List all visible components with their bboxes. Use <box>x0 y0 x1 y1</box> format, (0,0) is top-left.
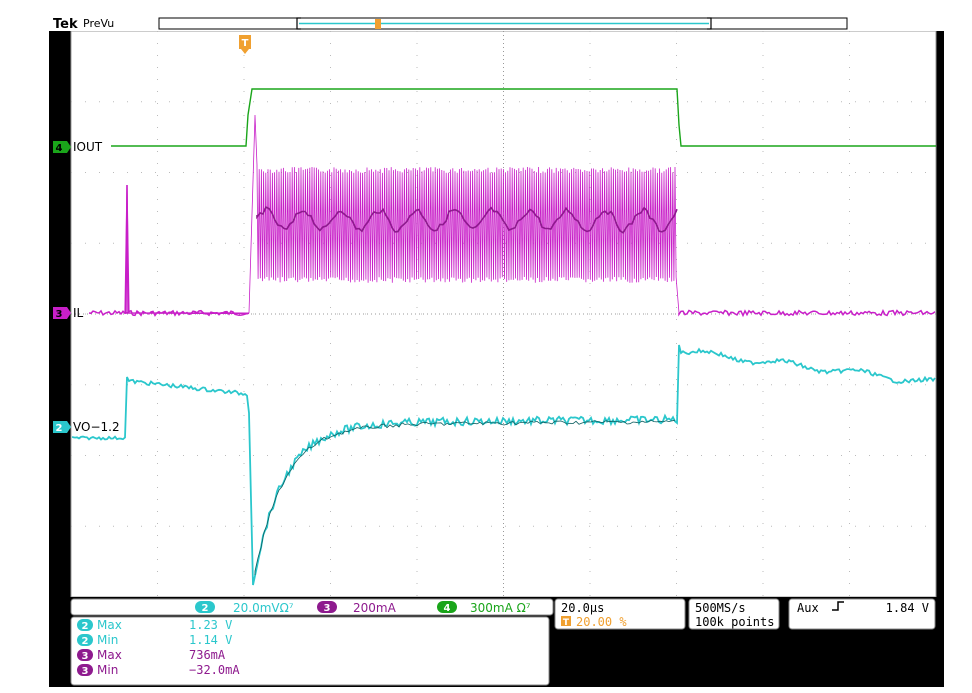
measurement-value: 1.14 V <box>189 633 232 647</box>
trigger-level: 1.84 V <box>886 601 929 615</box>
ch3-marker[interactable]: 3 <box>53 307 71 320</box>
trigger-box[interactable] <box>788 598 936 630</box>
svg-text:2: 2 <box>56 423 63 434</box>
svg-text:20.0mVΩ⁷: 20.0mVΩ⁷ <box>233 601 294 615</box>
measurement-list: 2 Max 1.23 V 2 Min 1.14 V 3 Max 736mA 3 Min −32.0mA <box>77 618 240 677</box>
time-per-div: 20.0µs <box>561 601 604 615</box>
svg-text:4: 4 <box>56 143 63 154</box>
acquisition-box[interactable] <box>688 598 780 630</box>
measurement-panel[interactable] <box>70 616 550 686</box>
vertical-scale-bar[interactable] <box>70 598 554 616</box>
ch3-scale[interactable]: 3 200mA <box>317 601 397 615</box>
ch2-label: VO−1.2 <box>73 420 120 434</box>
measurement-channel-badge <box>77 619 93 631</box>
timebase-box[interactable] <box>554 598 686 630</box>
trigger-pos-icon <box>561 616 571 626</box>
ch3-label: IL <box>73 306 84 320</box>
acq-mode: PreVu <box>83 17 114 30</box>
svg-text:T: T <box>563 618 570 628</box>
svg-text:300mA Ω⁷: 300mA Ω⁷ <box>470 601 531 615</box>
oscilloscope-display: Tek PreVu T 4 IOUT 3 IL 2 VO−1.2 2 20.0m… <box>49 15 944 687</box>
measurement-channel-badge <box>77 634 93 646</box>
measurement-row: 3 Min −32.0mA <box>77 663 240 677</box>
svg-text:2: 2 <box>202 603 209 614</box>
ch2-vo-trace <box>72 344 936 586</box>
record-length: 100k points <box>695 615 774 629</box>
measurement-row: 2 Max 1.23 V <box>77 618 232 632</box>
measurement-row: 2 Min 1.14 V <box>77 633 232 647</box>
ch2-vo-envelope <box>254 419 676 575</box>
measurement-channel: 2 <box>82 636 89 647</box>
ch3-il-average <box>256 206 678 234</box>
ch3-il-trace-post <box>678 308 936 318</box>
svg-text:T: T <box>242 38 249 49</box>
trigger-position: 20.00 % <box>576 615 627 629</box>
ch4-label: IOUT <box>73 140 103 154</box>
ch2-marker[interactable]: 2 <box>53 421 71 434</box>
svg-text:3: 3 <box>56 309 63 320</box>
measurement-name: Max <box>97 648 122 662</box>
ch4-scale[interactable]: 4 300mA Ω⁷ <box>437 601 531 615</box>
measurement-channel: 2 <box>82 621 89 632</box>
svg-text:200mA: 200mA <box>353 601 397 615</box>
svg-text:4: 4 <box>444 603 451 614</box>
measurement-channel-badge <box>77 649 93 661</box>
measurement-channel: 3 <box>82 666 89 677</box>
measurement-value: 1.23 V <box>189 618 232 632</box>
rising-edge-icon <box>832 601 844 611</box>
brand-logo: Tek <box>53 17 78 32</box>
scope-screen: Tek PreVu T 4 IOUT 3 IL 2 VO−1.2 2 20.0m… <box>49 15 944 687</box>
overview-trigger-marker <box>375 19 381 29</box>
record-view-bracket <box>296 17 712 30</box>
ch4-iout-trace <box>111 88 936 147</box>
sample-rate: 500MS/s <box>695 601 746 615</box>
trigger-position-marker[interactable]: T <box>239 35 251 54</box>
ch3-il-switching <box>248 114 680 314</box>
ch2-scale[interactable]: 2 20.0mVΩ⁷ <box>195 601 294 615</box>
measurement-name: Min <box>97 663 118 677</box>
trigger-source: Aux <box>797 601 819 615</box>
ch3-il-trace-pre <box>88 184 250 317</box>
measurement-channel: 3 <box>82 651 89 662</box>
measurement-channel-badge <box>77 664 93 676</box>
measurement-value: 736mA <box>189 648 226 662</box>
svg-text:3: 3 <box>324 603 331 614</box>
ch3-il-spike <box>124 184 130 314</box>
measurement-name: Min <box>97 633 118 647</box>
ch4-marker[interactable]: 4 <box>53 141 71 154</box>
measurement-name: Max <box>97 618 122 632</box>
measurement-value: −32.0mA <box>189 663 240 677</box>
measurement-row: 3 Max 736mA <box>77 648 226 662</box>
waveforms <box>72 88 936 586</box>
